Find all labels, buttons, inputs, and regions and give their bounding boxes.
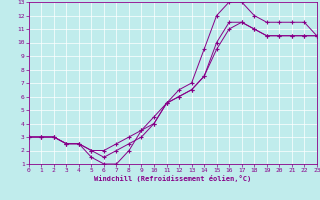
X-axis label: Windchill (Refroidissement éolien,°C): Windchill (Refroidissement éolien,°C): [94, 175, 252, 182]
